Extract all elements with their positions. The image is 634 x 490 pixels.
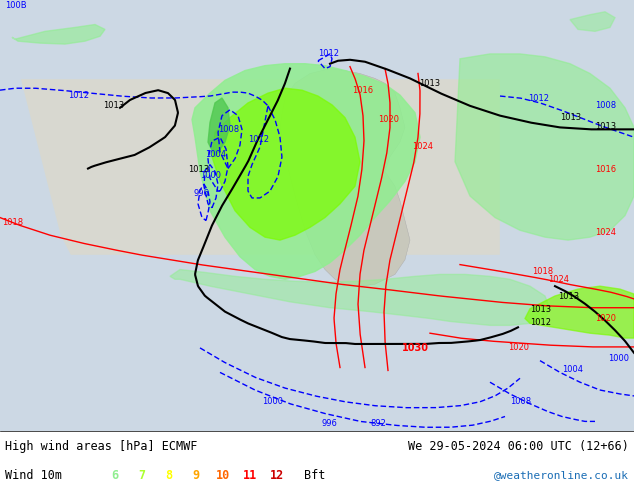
Text: 1013: 1013 — [188, 165, 209, 173]
Text: 1013: 1013 — [595, 122, 616, 131]
Text: 1030: 1030 — [402, 343, 429, 353]
Text: 1012: 1012 — [530, 318, 551, 327]
Text: 1004: 1004 — [562, 366, 583, 374]
Text: 1008: 1008 — [510, 397, 531, 406]
Text: 1012: 1012 — [248, 135, 269, 144]
Text: 7: 7 — [138, 468, 146, 482]
Text: 12: 12 — [270, 468, 284, 482]
Text: 1008: 1008 — [218, 125, 239, 134]
Text: 1013: 1013 — [558, 292, 579, 301]
Text: 1012: 1012 — [528, 94, 549, 103]
Polygon shape — [208, 98, 230, 157]
Polygon shape — [500, 0, 634, 431]
Text: 10: 10 — [216, 468, 230, 482]
Text: 1004: 1004 — [205, 150, 226, 159]
Text: 996: 996 — [322, 419, 338, 428]
Polygon shape — [0, 0, 140, 431]
Text: Bft: Bft — [304, 468, 325, 482]
Text: 1020: 1020 — [595, 315, 616, 323]
Text: 1018: 1018 — [2, 219, 23, 227]
Text: 100B: 100B — [5, 1, 27, 10]
Text: 1016: 1016 — [595, 165, 616, 173]
Text: High wind areas [hPa] ECMWF: High wind areas [hPa] ECMWF — [5, 440, 197, 453]
Text: 996: 996 — [194, 189, 210, 198]
Text: 1000: 1000 — [200, 172, 221, 180]
Polygon shape — [455, 54, 634, 240]
Polygon shape — [570, 12, 615, 31]
Text: 6: 6 — [112, 468, 119, 482]
Text: 1016: 1016 — [352, 86, 373, 95]
Text: 1013: 1013 — [560, 113, 581, 122]
Polygon shape — [0, 255, 634, 431]
Text: 1013: 1013 — [420, 79, 441, 88]
Text: 1008: 1008 — [595, 101, 616, 110]
Polygon shape — [170, 270, 550, 325]
Text: 892: 892 — [370, 419, 386, 428]
Polygon shape — [12, 24, 105, 44]
Polygon shape — [0, 0, 634, 78]
Text: 11: 11 — [243, 468, 257, 482]
Text: 1013: 1013 — [103, 101, 124, 110]
Text: 1024: 1024 — [595, 228, 616, 237]
Text: 1018: 1018 — [532, 268, 553, 276]
Text: Wind 10m: Wind 10m — [5, 468, 62, 482]
Polygon shape — [280, 69, 410, 286]
Text: 1020: 1020 — [508, 343, 529, 352]
Text: We 29-05-2024 06:00 UTC (12+66): We 29-05-2024 06:00 UTC (12+66) — [408, 440, 629, 453]
Text: @weatheronline.co.uk: @weatheronline.co.uk — [494, 470, 629, 480]
Text: 1000: 1000 — [608, 354, 629, 363]
Text: 1013: 1013 — [530, 305, 551, 314]
Polygon shape — [192, 64, 420, 279]
Polygon shape — [525, 286, 634, 338]
Text: 1012: 1012 — [318, 49, 339, 58]
Text: 9: 9 — [193, 468, 200, 482]
Text: 1024: 1024 — [548, 275, 569, 284]
Text: 1024: 1024 — [412, 142, 433, 151]
Text: 1020: 1020 — [378, 116, 399, 124]
Polygon shape — [212, 88, 360, 240]
Text: 8: 8 — [165, 468, 172, 482]
Text: 1012: 1012 — [68, 91, 89, 100]
Text: 1000: 1000 — [262, 397, 283, 406]
